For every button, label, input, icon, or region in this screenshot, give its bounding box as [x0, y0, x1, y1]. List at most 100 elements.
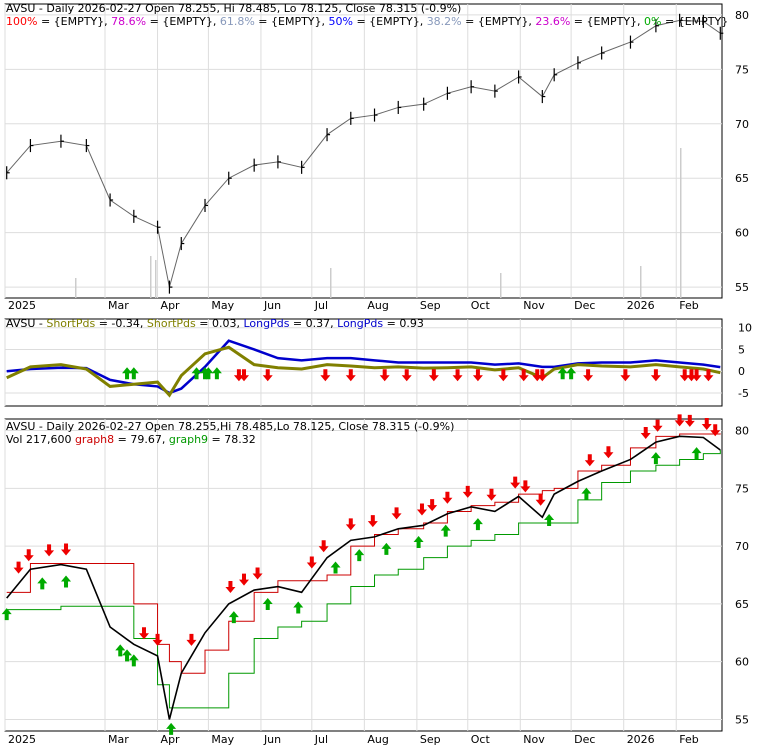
buy-signal-arrow — [228, 611, 239, 624]
x-tick-label-top: 2026 — [627, 299, 655, 312]
buy-signal-arrow — [472, 518, 483, 531]
buy-signal-arrow — [166, 722, 177, 735]
sell-signal-arrow — [442, 491, 453, 504]
sell-signal-arrow — [416, 503, 427, 516]
graph8-line — [6, 433, 721, 674]
buy-signal-arrow — [262, 598, 273, 611]
osc-buy-arrow — [203, 367, 214, 380]
osc-sell-arrow — [583, 369, 594, 382]
osc-sell-arrow — [537, 369, 548, 382]
buy-signal-arrow — [293, 601, 304, 614]
y-tick-label-p1: 55 — [735, 281, 749, 294]
sell-signal-arrow — [318, 540, 329, 553]
sell-signal-arrow — [152, 633, 163, 646]
volume-bar — [500, 273, 502, 298]
y-tick-label-p1: 60 — [735, 227, 749, 240]
panel2-part-0: ShortPds — [46, 317, 95, 330]
sell-signal-arrow — [640, 427, 651, 440]
osc-sell-arrow — [320, 369, 331, 382]
graph8-value: = 79.67, — [114, 433, 169, 446]
fib-pct-4: 38.2% — [427, 15, 462, 28]
panel2-title: AVSU - ShortPds = -0.34, ShortPds = 0.03… — [6, 317, 424, 330]
x-tick-label-bottom: Feb — [679, 733, 698, 745]
osc-buy-arrow — [211, 367, 222, 380]
oscillator-panel — [6, 339, 721, 398]
buy-signal-arrow — [37, 577, 48, 590]
y-tick-label-p3: 65 — [735, 598, 749, 611]
buy-signal-arrow — [581, 487, 592, 500]
x-tick-label-top: Dec — [574, 299, 595, 312]
buy-signal-arrow — [61, 575, 72, 588]
signal-panel — [1, 414, 721, 735]
short-osc-line — [6, 345, 721, 398]
x-tick-label-bottom: Dec — [574, 733, 595, 745]
buy-signal-arrow — [122, 649, 133, 662]
panel2-prefix: AVSU - — [6, 317, 46, 330]
graph9-value: = 78.32 — [208, 433, 256, 446]
x-tick-label-bottom: Nov — [523, 733, 545, 745]
osc-sell-arrow — [239, 369, 249, 382]
fib-val-2: = {EMPTY}, — [255, 15, 329, 28]
sell-signal-arrow — [186, 633, 197, 646]
osc-sell-arrow — [679, 369, 690, 382]
osc-sell-arrow — [686, 369, 697, 382]
sell-signal-arrow — [61, 543, 72, 556]
sell-signal-arrow — [13, 561, 24, 574]
y-tick-label-p2: 10 — [738, 322, 752, 335]
sell-signal-arrow — [225, 580, 236, 593]
x-tick-label-top: Mar — [108, 299, 129, 312]
osc-sell-arrow — [498, 369, 509, 382]
volume-bar — [640, 266, 642, 298]
sell-signal-arrow — [391, 507, 402, 520]
x-tick-label-bottom: 2026 — [627, 733, 655, 745]
y-tick-label-p1: 65 — [735, 172, 749, 185]
fib-val-4: = {EMPTY}, — [462, 15, 536, 28]
y-tick-label-p2: -5 — [738, 387, 749, 400]
osc-sell-arrow — [472, 369, 483, 382]
buy-signal-arrow — [413, 536, 424, 549]
x-tick-label-bottom: Sep — [420, 733, 441, 745]
sell-signal-arrow — [138, 627, 149, 640]
axis-labels: 2025 2025 Mar Mar Apr Apr May May Jun Jun Jul Jul Au… — [8, 9, 752, 745]
fib-pct-0: 100% — [6, 15, 37, 28]
volume-bar — [330, 268, 332, 298]
fib-val-0: = {EMPTY}, — [37, 15, 111, 28]
buy-signal-arrow — [330, 561, 341, 574]
x-tick-label-top: Aug — [367, 299, 388, 312]
sell-signal-arrow — [486, 488, 497, 501]
x-tick-label-top: Feb — [679, 299, 698, 312]
fib-pct-3: 50% — [329, 15, 353, 28]
y-tick-label-p2: 0 — [738, 365, 745, 378]
signal-price-line — [6, 435, 721, 720]
osc-sell-arrow — [233, 369, 244, 382]
volume-bar — [155, 260, 157, 298]
volume-bar — [150, 256, 152, 298]
osc-sell-arrow — [691, 369, 702, 382]
x-tick-label-top: Sep — [420, 299, 441, 312]
x-tick-label-top: Oct — [471, 299, 491, 312]
buy-signal-arrow — [650, 452, 661, 465]
fib-val-5: = {EMPTY}, — [570, 15, 644, 28]
sell-signal-arrow — [239, 573, 249, 586]
graph9-label: graph9 — [169, 433, 208, 446]
panel1-title: AVSU - Daily 2026-02-27 Open 78.255, Hi … — [6, 2, 461, 15]
osc-sell-arrow — [345, 369, 356, 382]
x-tick-label-bottom: Jul — [314, 733, 328, 745]
panel2-part-4: LongPds — [243, 317, 289, 330]
graph9-line — [6, 449, 721, 709]
panel2-part-6: LongPds — [337, 317, 383, 330]
panel2-part-7: = 0.93 — [383, 317, 424, 330]
sell-signal-arrow — [252, 567, 263, 580]
sell-signal-arrow — [510, 476, 521, 489]
fib-legend: 100% = {EMPTY}, 78.6% = {EMPTY}, 61.8% =… — [6, 15, 728, 28]
buy-signal-arrow — [544, 514, 555, 527]
sell-signal-arrow — [427, 499, 438, 512]
sell-signal-arrow — [584, 454, 595, 467]
volume-bar — [75, 278, 77, 298]
x-tick-label-top: 2025 — [8, 299, 36, 312]
volume-label: Vol 217,600 — [6, 433, 75, 446]
sell-signal-arrow — [462, 485, 473, 498]
buy-signal-arrow — [354, 549, 365, 562]
x-tick-label-top: May — [211, 299, 234, 312]
